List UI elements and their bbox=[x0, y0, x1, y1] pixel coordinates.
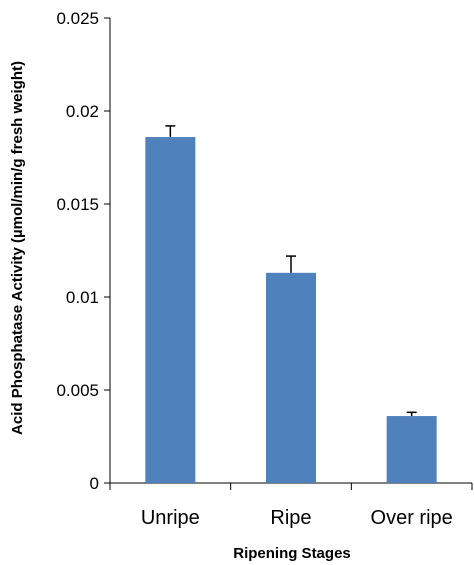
bar bbox=[266, 272, 316, 483]
bar bbox=[386, 416, 437, 483]
y-tick-label: 0.015 bbox=[56, 195, 99, 214]
x-axis-title: Ripening Stages bbox=[233, 545, 351, 562]
y-tick-label: 0.02 bbox=[66, 102, 99, 121]
bar bbox=[145, 137, 196, 484]
x-category-label: Unripe bbox=[141, 507, 200, 529]
y-tick-label: 0.025 bbox=[56, 9, 99, 28]
y-tick-label: 0.01 bbox=[66, 288, 99, 307]
y-axis: 0 0.005 0.01 0.015 0.02 0.025 bbox=[56, 9, 111, 493]
bars bbox=[145, 125, 437, 484]
x-category-label: Ripe bbox=[270, 507, 311, 529]
y-axis-title: Acid Phosphatase Activity (µmol/min/g fr… bbox=[9, 61, 26, 435]
y-tick-label: 0 bbox=[90, 474, 99, 493]
y-tick-label: 0.005 bbox=[56, 381, 99, 400]
x-category-label: Over ripe bbox=[371, 507, 453, 529]
x-axis: Unripe Ripe Over ripe bbox=[109, 482, 473, 529]
